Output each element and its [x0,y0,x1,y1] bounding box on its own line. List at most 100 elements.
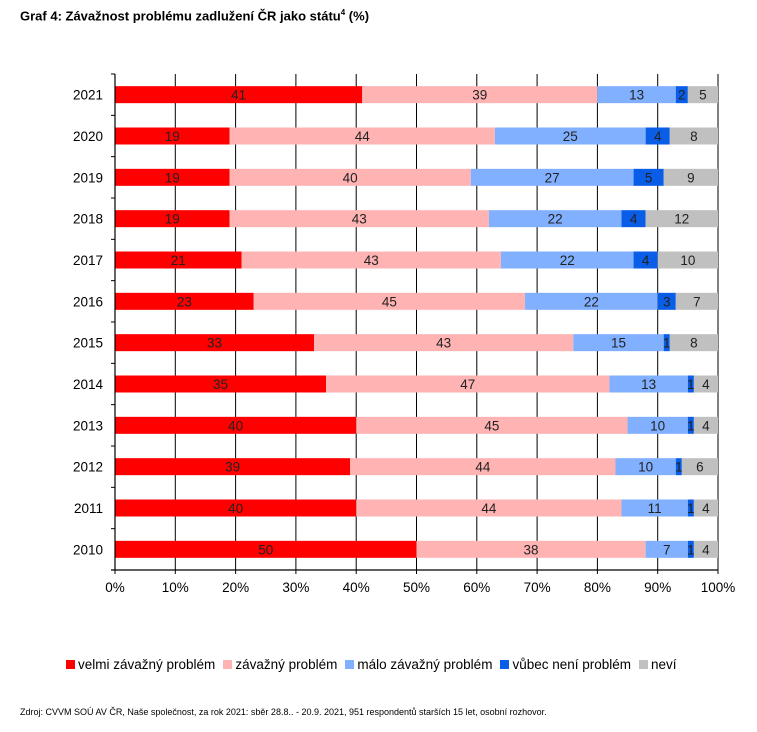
bar-segment [633,168,664,186]
bar-segment [663,334,670,352]
data-label: 38 [524,542,539,557]
data-label: 19 [165,170,180,185]
data-label: 10 [650,418,665,433]
data-label: 43 [352,212,367,227]
data-label: 4 [702,501,710,516]
data-label: 5 [645,170,653,185]
bar-segment [687,375,694,393]
x-tick-label: 100% [701,580,736,595]
data-label: 8 [690,336,698,351]
data-label: 19 [165,212,180,227]
x-tick-label: 60% [463,580,490,595]
data-label: 19 [165,129,180,144]
data-label: 22 [560,253,575,268]
bar-segment [675,458,682,476]
data-label: 2 [678,88,686,103]
data-label: 45 [484,418,499,433]
bar-segment [657,292,676,310]
y-tick-label: 2019 [73,170,103,185]
legend-swatch [66,660,75,669]
y-tick-label: 2018 [73,212,103,227]
bar-segment [500,251,634,269]
x-tick-label: 0% [105,580,125,595]
bar-segment [687,499,694,517]
title-footnote: 4 [340,8,346,17]
x-tick-label: 80% [584,580,611,595]
x-tick-label: 10% [162,580,189,595]
data-label: 10 [638,460,653,475]
data-label: 13 [641,377,656,392]
source-note: Zdroj: CVVM SOÚ AV ČR, Naše společnost, … [20,707,547,717]
bar-segment [115,416,357,434]
bar-segment [693,540,718,558]
data-label: 8 [690,129,698,144]
bar-segment [675,86,688,104]
bar-segment [115,334,314,352]
legend-label: velmi závažný problém [78,657,216,672]
bar-segment [115,86,363,104]
bar-segment [115,292,254,310]
bar-segment [229,127,495,145]
bar-segment [633,251,658,269]
bar-segment [615,458,676,476]
data-label: 43 [436,336,451,351]
bar-segment [494,127,646,145]
bar-segment [470,168,634,186]
data-label: 9 [687,170,695,185]
y-tick-label: 2015 [73,336,103,351]
data-label: 4 [642,253,650,268]
bar-segment [525,292,658,310]
data-label: 7 [693,294,701,309]
bar-segment [687,86,718,104]
bar-segment [669,127,718,145]
bar-segment [229,210,489,228]
legend-item: velmi závažný problém [66,657,215,672]
title-suffix: (%) [345,8,370,24]
data-label: 11 [648,501,662,516]
legend-label: neví [651,657,677,672]
bar-segment [115,168,230,186]
data-label: 5 [699,88,707,103]
bar-segment [609,375,688,393]
data-label: 10 [680,253,695,268]
data-label: 7 [663,542,671,557]
data-label: 44 [355,129,371,144]
bar-segment [362,86,598,104]
x-tick-label: 30% [282,580,309,595]
x-tick-label: 40% [343,580,370,595]
y-tick-label: 2011 [74,501,103,516]
y-tick-label: 2014 [73,377,104,392]
bar-segment [573,334,664,352]
x-tick-label: 20% [222,580,249,595]
bar-segment [681,458,718,476]
y-tick-label: 2016 [73,294,103,309]
data-label: 1 [687,501,695,516]
data-label: 12 [674,212,689,227]
bar-segment [253,292,526,310]
bar-segment [115,540,417,558]
y-tick-label: 2017 [73,253,103,268]
bar-segment [693,499,718,517]
data-label: 40 [228,418,243,433]
x-tick-label: 50% [403,580,430,595]
y-tick-label: 2021 [73,88,103,103]
legend-item: málo závažný problém [345,657,492,672]
bar-segment [675,292,718,310]
data-label: 41 [231,88,246,103]
bar-segment [627,416,688,434]
bar-segment [115,458,351,476]
data-label: 23 [177,294,192,309]
data-label: 1 [663,336,671,351]
bar-segment [645,540,688,558]
x-tick-label: 70% [524,580,551,595]
bar-segment [416,540,646,558]
data-label: 1 [687,542,695,557]
data-label: 4 [654,129,662,144]
bar-segment [115,375,327,393]
bar-segment [663,168,718,186]
bar-segment [621,210,646,228]
bar-segment [488,210,622,228]
bar-segment [115,251,242,269]
data-label: 27 [545,170,560,185]
data-label: 4 [702,377,710,392]
